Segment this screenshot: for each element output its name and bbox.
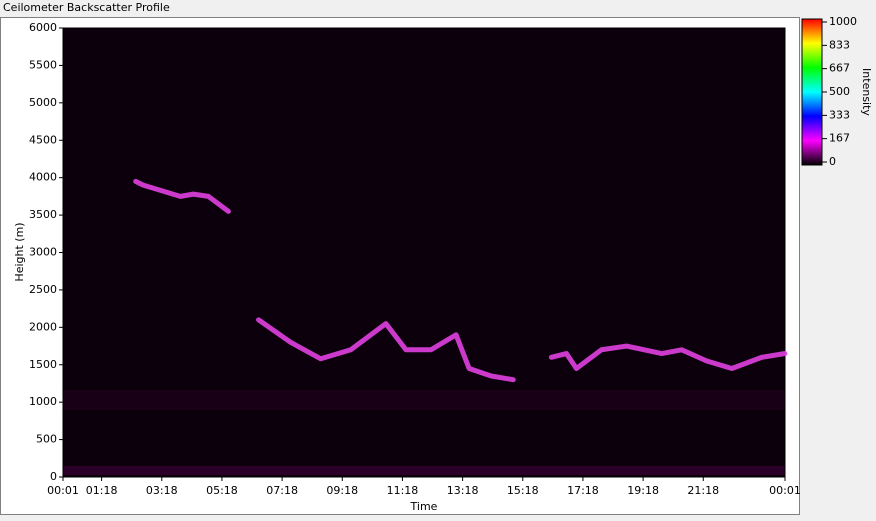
low-band — [63, 390, 785, 410]
y-tick-label: 2000 — [29, 320, 57, 333]
y-axis-label: Height (m) — [13, 222, 26, 281]
y-tick-label: 5000 — [29, 96, 57, 109]
colorbar-tick-label: 0 — [829, 155, 836, 168]
y-tick-label: 6000 — [29, 21, 57, 34]
y-tick-label: 500 — [36, 433, 57, 446]
x-tick-label: 21:18 — [687, 484, 719, 497]
y-tick-label: 3000 — [29, 246, 57, 259]
x-tick-label: 03:18 — [146, 484, 178, 497]
colorbar-tick-label: 500 — [829, 85, 850, 98]
colorbar-tick-label: 667 — [829, 62, 850, 75]
colorbar-tick-label: 1000 — [829, 15, 857, 28]
y-tick-label: 1500 — [29, 358, 57, 371]
x-tick-label: 07:18 — [266, 484, 298, 497]
x-tick-label: 15:18 — [507, 484, 539, 497]
colorbar-tick-label: 167 — [829, 132, 850, 145]
y-tick-label: 0 — [50, 470, 57, 483]
surface-band — [63, 466, 785, 475]
x-tick-label: 00:01 — [47, 484, 79, 497]
colorbar-label: Intensity — [860, 68, 873, 116]
y-tick-label: 4500 — [29, 133, 57, 146]
y-tick-label: 3500 — [29, 208, 57, 221]
x-tick-label: 17:18 — [567, 484, 599, 497]
y-tick-label: 5500 — [29, 58, 57, 71]
x-tick-label: 00:01 — [769, 484, 801, 497]
backscatter-layer — [548, 343, 788, 371]
chart-title: Ceilometer Backscatter Profile — [3, 1, 170, 14]
x-tick-label: 01:18 — [86, 484, 118, 497]
x-tick-label: 05:18 — [206, 484, 238, 497]
x-axis-label: Time — [410, 500, 438, 513]
y-tick-label: 4000 — [29, 171, 57, 184]
colorbar — [801, 18, 823, 166]
y-tick-label: 1000 — [29, 395, 57, 408]
backscatter-layer — [256, 317, 516, 383]
x-tick-label: 11:18 — [387, 484, 419, 497]
y-tick-label: 2500 — [29, 283, 57, 296]
colorbar-tick-label: 333 — [829, 108, 850, 121]
x-tick-label: 19:18 — [627, 484, 659, 497]
x-tick-label: 09:18 — [326, 484, 358, 497]
backscatter-layer — [133, 178, 231, 214]
colorbar-tick-label: 833 — [829, 38, 850, 51]
x-tick-label: 13:18 — [447, 484, 479, 497]
